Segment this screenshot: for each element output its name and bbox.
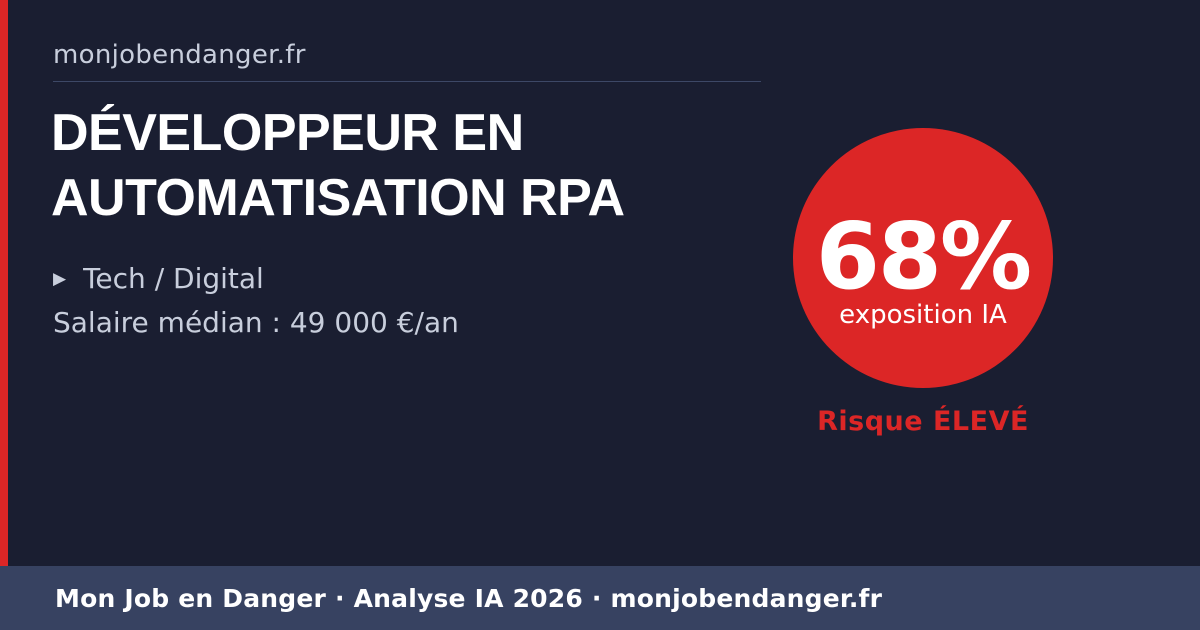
triangle-bullet-icon: ▶: [53, 269, 67, 289]
site-domain-label: monjobendanger.fr: [53, 40, 306, 70]
salary-label: Salaire médian : 49 000 €/an: [53, 306, 459, 339]
footer-bar: Mon Job en Danger · Analyse IA 2026 · mo…: [0, 566, 1200, 630]
risk-percentage: 68%: [815, 202, 1032, 310]
risk-level-label: Risque ÉLEVÉ: [817, 406, 1029, 437]
category-row: ▶ Tech / Digital: [53, 262, 264, 295]
category-label: Tech / Digital: [83, 262, 264, 295]
risk-score-badge: 68% exposition IA: [793, 128, 1053, 388]
risk-badge-content: 68% exposition IA: [815, 202, 1032, 330]
left-accent-bar: [0, 0, 8, 566]
job-title: DÉVELOPPEUR EN AUTOMATISATION RPA: [51, 104, 625, 227]
header-divider: [53, 81, 761, 82]
risk-caption: exposition IA: [839, 299, 1007, 330]
footer-text: Mon Job en Danger · Analyse IA 2026 · mo…: [55, 583, 883, 613]
